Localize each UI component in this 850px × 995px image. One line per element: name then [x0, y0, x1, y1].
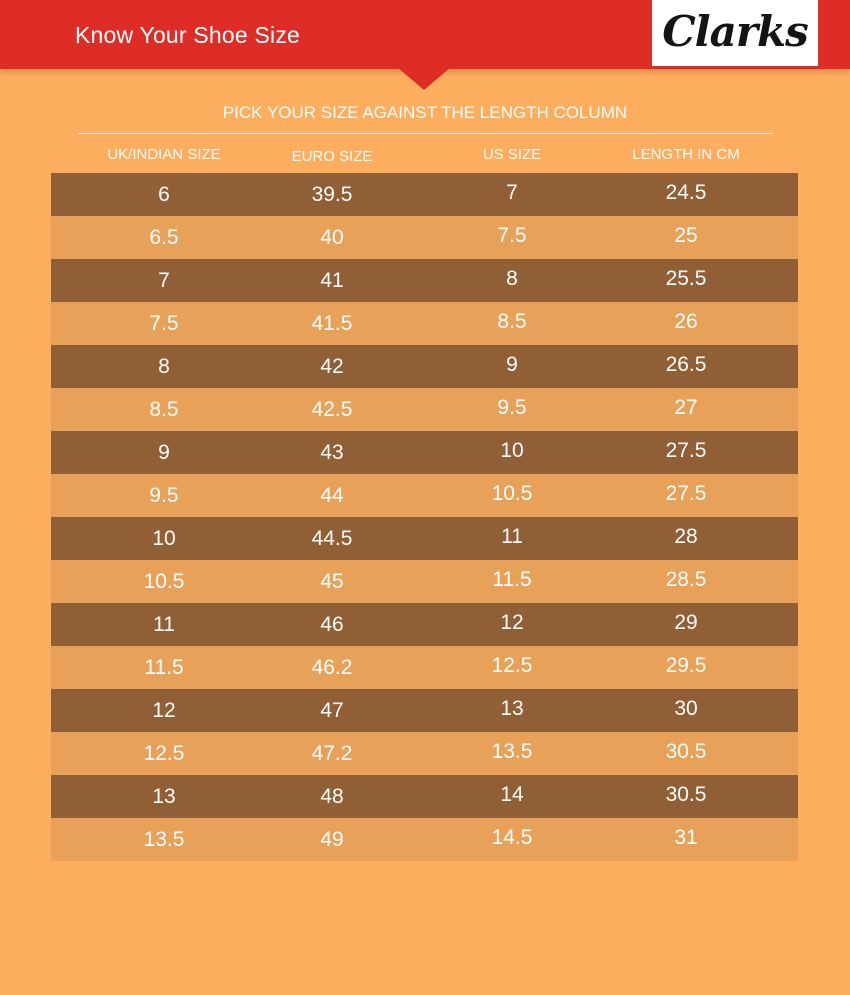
- cell-uk-size: 10: [152, 527, 176, 550]
- cell-uk-size: 7.5: [149, 312, 179, 335]
- cell-us-size: 13: [500, 697, 524, 720]
- page-title: Know Your Shoe Size: [75, 22, 301, 48]
- cell-uk-size: 8.5: [149, 398, 179, 421]
- table-row: 6 39.5 7 24.5: [51, 173, 798, 216]
- cell-us-size: 9.5: [497, 396, 527, 419]
- cell-length-cm: 25: [674, 224, 698, 247]
- table-row: 10.5 45 11.5 28.5: [51, 560, 798, 603]
- cell-uk-size: 12: [152, 699, 176, 722]
- table-row: 7.5 41.5 8.5 26: [51, 302, 798, 345]
- table-row: 12 47 13 30: [51, 689, 798, 732]
- cell-euro-size: 42.5: [311, 398, 353, 421]
- table-row: 6.5 40 7.5 25: [51, 216, 798, 259]
- table-row: 7 41 8 25.5: [51, 259, 798, 302]
- cell-uk-size: 8: [158, 355, 170, 378]
- cell-uk-size: 11: [153, 613, 175, 636]
- column-header-euro-size: EURO SIZE: [291, 148, 373, 165]
- size-table: 6 39.5 7 24.5 6.5 40 7.5 25 7 41 8 25.5 7.5 41.5 8.5 26…: [51, 173, 798, 861]
- cell-us-size: 11.5: [492, 568, 532, 591]
- cell-uk-size: 9: [158, 441, 170, 464]
- table-row: 8 42 9 26.5: [51, 345, 798, 388]
- table-row: 9.5 44 10.5 27.5: [51, 474, 798, 517]
- header-pointer-arrow: [398, 68, 450, 90]
- cell-euro-size: 44: [320, 484, 344, 507]
- cell-us-size: 14: [500, 783, 524, 806]
- cell-uk-size: 12.5: [143, 742, 185, 765]
- header-bar: Know Your Shoe Size Clarks: [0, 0, 850, 69]
- table-row: 10 44.5 11 28: [51, 517, 798, 560]
- table-row: 11.5 46.2 12.5 29.5: [51, 646, 798, 689]
- column-header-length-cm: LENGTH IN CM: [632, 146, 740, 163]
- cell-euro-size: 47: [320, 699, 344, 722]
- brand-logo: Clarks: [652, 0, 818, 66]
- cell-euro-size: 46: [320, 613, 344, 636]
- table-row: 12.5 47.2 13.5 30.5: [51, 732, 798, 775]
- cell-uk-size: 7: [158, 269, 170, 292]
- instruction-subtitle: PICK YOUR SIZE AGAINST THE LENGTH COLUMN: [222, 103, 628, 122]
- cell-us-size: 13.5: [491, 740, 533, 763]
- cell-length-cm: 28: [674, 525, 698, 548]
- cell-uk-size: 9.5: [149, 484, 179, 507]
- cell-length-cm: 31: [674, 826, 698, 849]
- cell-us-size: 12: [500, 611, 524, 634]
- cell-uk-size: 10.5: [143, 570, 185, 593]
- cell-euro-size: 47.2: [311, 742, 353, 765]
- cell-uk-size: 13: [152, 785, 176, 808]
- cell-euro-size: 40: [320, 226, 344, 249]
- cell-euro-size: 43: [320, 441, 344, 464]
- table-row: 9 43 10 27.5: [51, 431, 798, 474]
- cell-length-cm: 29.5: [665, 654, 707, 677]
- cell-length-cm: 27.5: [665, 439, 707, 462]
- cell-us-size: 7: [506, 181, 518, 204]
- table-row: 11 46 12 29: [51, 603, 798, 646]
- cell-euro-size: 41: [320, 269, 344, 292]
- table-row: 13 48 14 30.5: [51, 775, 798, 818]
- cell-us-size: 10.5: [491, 482, 533, 505]
- column-header-uk-size: UK/INDIAN SIZE: [107, 146, 221, 163]
- cell-us-size: 9: [506, 353, 518, 376]
- cell-uk-size: 11.5: [144, 656, 184, 679]
- cell-us-size: 12.5: [491, 654, 533, 677]
- cell-us-size: 14.5: [491, 826, 533, 849]
- table-row: 8.5 42.5 9.5 27: [51, 388, 798, 431]
- cell-length-cm: 27.5: [665, 482, 707, 505]
- cell-us-size: 8.5: [497, 310, 527, 333]
- cell-length-cm: 26.5: [665, 353, 707, 376]
- cell-length-cm: 30: [674, 697, 698, 720]
- cell-euro-size: 39.5: [311, 183, 353, 206]
- cell-length-cm: 30.5: [665, 740, 707, 763]
- cell-us-size: 8: [506, 267, 518, 290]
- cell-euro-size: 44.5: [311, 527, 353, 550]
- cell-uk-size: 6: [158, 183, 170, 206]
- cell-us-size: 11: [501, 525, 523, 548]
- cell-us-size: 7.5: [497, 224, 527, 247]
- cell-length-cm: 27: [674, 396, 698, 419]
- cell-euro-size: 46.2: [311, 656, 353, 679]
- cell-uk-size: 6.5: [149, 226, 179, 249]
- table-row: 13.5 49 14.5 31: [51, 818, 798, 861]
- cell-euro-size: 41.5: [311, 312, 353, 335]
- cell-length-cm: 29: [674, 611, 698, 634]
- cell-length-cm: 24.5: [665, 181, 707, 204]
- cell-length-cm: 26: [674, 310, 698, 333]
- cell-us-size: 10: [500, 439, 524, 462]
- cell-length-cm: 25.5: [665, 267, 707, 290]
- column-header-us-size: US SIZE: [482, 146, 542, 163]
- cell-euro-size: 49: [320, 828, 344, 851]
- cell-euro-size: 42: [320, 355, 344, 378]
- cell-uk-size: 13.5: [143, 828, 185, 851]
- subtitle-divider: [78, 133, 773, 134]
- brand-logo-text: Clarks: [662, 7, 808, 56]
- cell-length-cm: 28.5: [665, 568, 707, 591]
- cell-euro-size: 45: [320, 570, 344, 593]
- cell-length-cm: 30.5: [665, 783, 707, 806]
- cell-euro-size: 48: [320, 785, 344, 808]
